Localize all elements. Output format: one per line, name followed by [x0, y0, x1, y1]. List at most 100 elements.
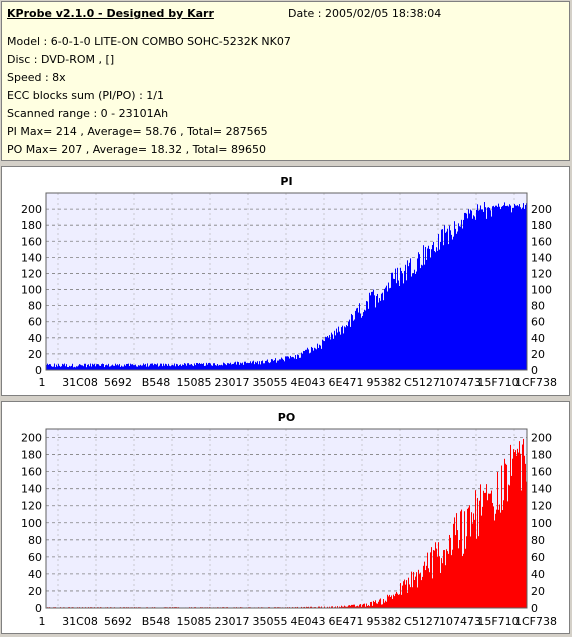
bar: [465, 213, 466, 370]
bar: [457, 231, 458, 370]
y-tick-label-right: 200: [531, 432, 552, 445]
bar: [369, 293, 370, 370]
bar: [511, 212, 512, 370]
bar: [117, 364, 118, 370]
bar: [441, 230, 442, 370]
bar: [421, 265, 422, 370]
bar: [443, 245, 444, 370]
bar: [406, 280, 407, 370]
bar: [219, 365, 220, 370]
bar: [403, 581, 404, 608]
bar: [487, 500, 488, 608]
bar: [390, 597, 391, 608]
bar: [475, 220, 476, 370]
bar: [380, 598, 381, 608]
y-tick-label-right: 200: [531, 203, 552, 216]
bar: [320, 346, 321, 370]
bar: [289, 359, 290, 370]
y-tick-label-left: 100: [21, 517, 42, 530]
bar: [424, 265, 425, 370]
bar: [506, 465, 507, 608]
bar: [394, 596, 395, 608]
bar: [182, 365, 183, 370]
bar: [245, 362, 246, 370]
bar: [387, 291, 388, 370]
x-tick-label: 23017: [215, 376, 250, 389]
bar: [208, 363, 209, 370]
y-tick-label-left: 80: [28, 534, 42, 547]
y-tick-label-left: 160: [21, 466, 42, 479]
bar: [382, 604, 383, 608]
bar: [176, 364, 177, 370]
bar: [477, 498, 478, 608]
bar: [53, 367, 54, 370]
bar: [399, 594, 400, 608]
bar: [371, 292, 372, 370]
bar: [339, 332, 340, 370]
bar: [512, 459, 513, 608]
bar: [484, 493, 485, 608]
bar: [484, 202, 485, 370]
bar: [220, 365, 221, 370]
bar: [471, 211, 472, 370]
x-tick-label: 1: [39, 615, 46, 628]
bar: [215, 365, 216, 370]
ecc-line: ECC blocks sum (PI/PO) : 1/1: [7, 89, 164, 102]
bar: [397, 594, 398, 608]
bar: [225, 364, 226, 370]
bar: [378, 303, 379, 370]
bar: [433, 242, 434, 370]
bar: [282, 359, 283, 370]
bar: [61, 366, 62, 370]
bar: [448, 554, 449, 608]
bar: [142, 365, 143, 370]
bar: [504, 459, 505, 608]
bar: [299, 358, 300, 370]
bar: [401, 271, 402, 370]
bar: [469, 214, 470, 370]
bar: [400, 268, 401, 370]
bar: [401, 595, 402, 608]
bar: [480, 484, 481, 608]
x-tick-label: 95382: [367, 615, 402, 628]
bar: [451, 235, 452, 370]
bar: [363, 604, 364, 608]
bar: [411, 572, 412, 608]
bar: [253, 361, 254, 370]
bar: [445, 233, 446, 370]
bar: [388, 283, 389, 370]
bar: [421, 580, 422, 608]
bar: [164, 366, 165, 370]
bar: [239, 365, 240, 370]
bar: [455, 535, 456, 608]
bar: [156, 365, 157, 370]
bar: [501, 207, 502, 370]
bar: [444, 550, 445, 608]
bar: [238, 362, 239, 370]
bar: [100, 366, 101, 370]
bar: [397, 268, 398, 370]
bar: [464, 511, 465, 608]
bar: [262, 361, 263, 370]
bar: [327, 336, 328, 370]
bar: [412, 587, 413, 608]
bar: [291, 357, 292, 370]
bar: [435, 542, 436, 608]
bar: [144, 365, 145, 370]
bar: [474, 216, 475, 370]
bar: [454, 221, 455, 370]
bar: [274, 360, 275, 370]
bar: [489, 494, 490, 608]
bar: [48, 365, 49, 370]
bar: [431, 547, 432, 608]
bar: [251, 363, 252, 370]
bar: [402, 586, 403, 608]
y-tick-label-right: 80: [531, 534, 545, 547]
bar: [511, 476, 512, 608]
bar: [172, 365, 173, 370]
y-tick-label-right: 60: [531, 551, 545, 564]
bar: [167, 366, 168, 370]
bar: [336, 329, 337, 370]
bar: [387, 595, 388, 608]
